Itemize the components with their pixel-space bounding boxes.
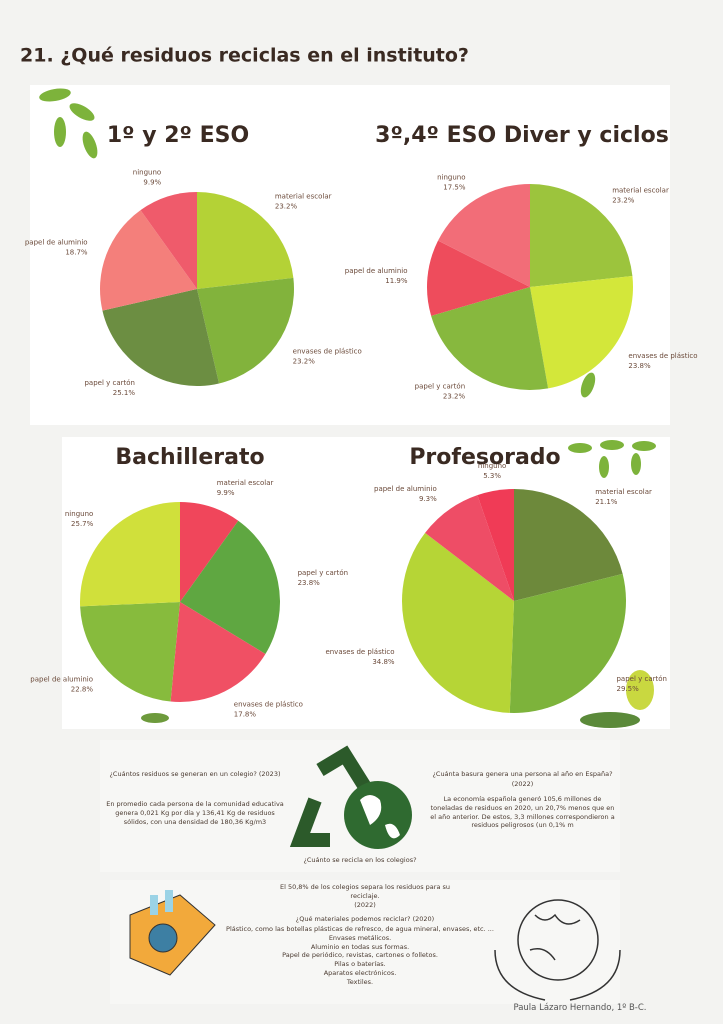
list-item: Aparatos electrónicos. xyxy=(323,968,397,977)
slice-value: 23.2% xyxy=(293,357,316,365)
chart-title: Profesorado xyxy=(409,445,560,470)
pie-slice xyxy=(438,184,530,287)
slice-value: 17.5% xyxy=(443,183,466,191)
recycle-icon xyxy=(289,745,412,849)
slice-label: material escolar xyxy=(217,479,274,487)
list-item: Plástico, como las botellas plásticas de… xyxy=(226,925,494,933)
pie-slice xyxy=(180,502,239,602)
box-icon xyxy=(129,890,216,976)
year: (2022) xyxy=(354,901,376,909)
pie-slice xyxy=(431,287,549,391)
slice-value: 9.3% xyxy=(419,495,437,503)
slice-value: 23.2% xyxy=(275,203,298,211)
slice-label: papel y cartón xyxy=(84,379,135,387)
question: ¿Cuánta basura genera una persona al año… xyxy=(432,770,613,778)
list-item: Pilas o baterías. xyxy=(334,960,386,969)
pie-slice xyxy=(80,602,180,702)
pie-slice xyxy=(170,602,266,703)
pie-slice xyxy=(425,495,514,601)
slice-value: 21.1% xyxy=(595,498,618,506)
pie-slice xyxy=(530,184,633,287)
year: (2022) xyxy=(511,780,534,788)
slice-label: ninguno xyxy=(478,462,506,470)
pie-slice xyxy=(426,240,530,316)
list-item: Aluminio en todas sus formas. xyxy=(310,942,410,951)
list-item: Papel de periódico, revistas, cartones o… xyxy=(282,951,438,960)
slice-label: envases de plástico xyxy=(293,347,362,355)
slice-label: papel de aluminio xyxy=(374,485,437,493)
slice-value: 23.2% xyxy=(443,393,466,401)
paragraph: La economía española generó 105,6 millon… xyxy=(430,795,615,830)
slice-label: papel de aluminio xyxy=(345,267,408,275)
slice-label: papel de aluminio xyxy=(25,239,88,247)
author: Paula Lázaro Hernando, 1º B-C. xyxy=(513,1003,647,1013)
pie-slice xyxy=(180,520,280,654)
pie-slice xyxy=(102,289,220,386)
pie-slice xyxy=(477,489,514,601)
slice-label: ninguno xyxy=(65,510,93,518)
pie-slice xyxy=(514,489,623,601)
slice-value: 25.1% xyxy=(113,389,136,397)
pie-slice xyxy=(197,277,294,384)
slice-value: 22.8% xyxy=(71,686,94,694)
slice-value: 9.9% xyxy=(143,179,161,187)
slice-value: 18.7% xyxy=(65,249,88,257)
pie-slice xyxy=(530,275,634,389)
slice-label: papel y cartón xyxy=(616,675,667,683)
pie-slice xyxy=(99,210,197,311)
slice-label: envases de plástico xyxy=(325,648,394,656)
slice-label: material escolar xyxy=(595,488,652,496)
chart-title: 3º,4º ESO Diver y ciclos xyxy=(375,123,669,148)
paragraph: En promedio cada persona de la comunidad… xyxy=(106,800,284,826)
materials-list: Plástico, como las botellas plásticas de… xyxy=(225,925,495,986)
slice-value: 25.7% xyxy=(71,520,94,528)
pie-slice xyxy=(80,502,180,607)
question: ¿Cuánto se recicla en los colegios? xyxy=(303,856,417,864)
slice-value: 23.2% xyxy=(612,196,635,204)
hands-globe-icon xyxy=(494,899,621,1001)
slice-label: ninguno xyxy=(437,173,465,181)
question: ¿Cuántos residuos se generan en un coleg… xyxy=(109,770,281,778)
slice-value: 23.8% xyxy=(628,362,651,370)
question: ¿Qué materiales podemos reciclar? (2020) xyxy=(295,915,435,923)
chart-title: Bachillerato xyxy=(115,445,264,470)
slice-label: material escolar xyxy=(612,186,669,194)
slice-label: papel y cartón xyxy=(298,569,349,577)
slice-label: papel y cartón xyxy=(415,383,466,391)
slice-label: envases de plástico xyxy=(234,700,303,708)
pie-slice xyxy=(509,573,626,713)
page-title: 21. ¿Qué residuos reciclas en el institu… xyxy=(20,45,469,67)
pie-slice xyxy=(197,191,294,289)
paragraph: El 50,8% de los colegios separa los resi… xyxy=(279,883,451,900)
slice-label: material escolar xyxy=(275,193,332,201)
slice-label: papel de aluminio xyxy=(30,676,93,684)
slice-value: 11.9% xyxy=(385,277,408,285)
slice-value: 17.8% xyxy=(234,710,257,718)
slice-value: 9.9% xyxy=(217,489,235,497)
slice-label: envases de plástico xyxy=(628,352,697,360)
slice-label: ninguno xyxy=(133,169,161,177)
leaves xyxy=(39,88,656,728)
pie-slice xyxy=(402,532,514,713)
list-item: Envases metálicos. xyxy=(328,933,392,942)
chart-title: 1º y 2º ESO xyxy=(107,123,249,148)
slice-value: 34.8% xyxy=(372,658,395,666)
list-item: Textiles. xyxy=(346,977,374,986)
pie-slice xyxy=(140,192,197,289)
slice-value: 29.5% xyxy=(616,685,639,693)
slice-value: 23.8% xyxy=(298,579,321,587)
slice-value: 5.3% xyxy=(483,472,501,480)
